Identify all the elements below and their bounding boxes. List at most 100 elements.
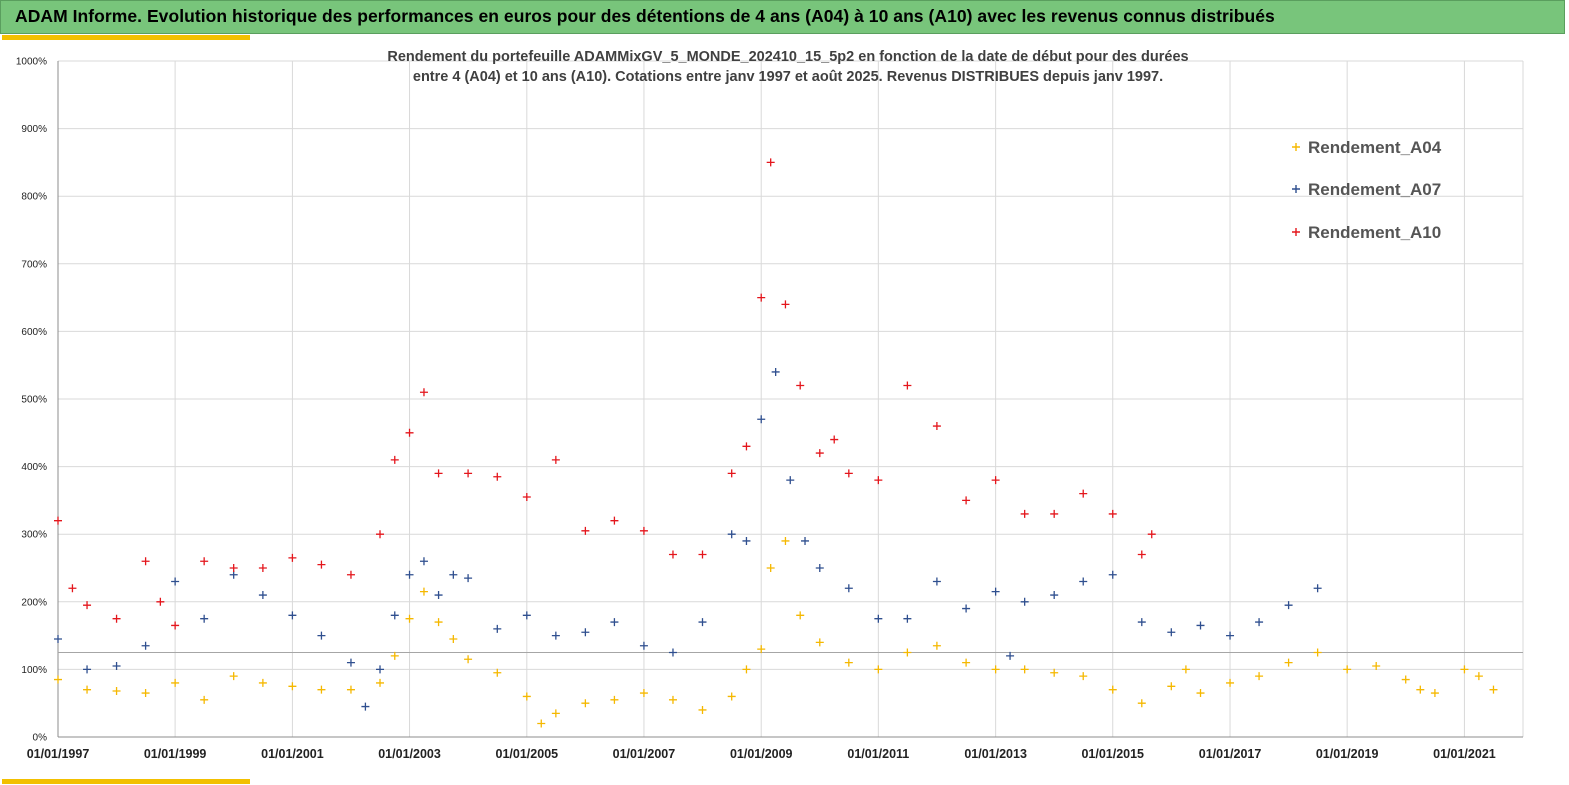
- data-point: [698, 705, 707, 714]
- data-point: [830, 435, 839, 444]
- data-point: [815, 449, 824, 458]
- accent-bar-top: [2, 35, 250, 40]
- data-point: [112, 614, 121, 623]
- data-point: [361, 702, 370, 711]
- data-point: [493, 668, 502, 677]
- data-point: [390, 455, 399, 464]
- data-point: [962, 496, 971, 505]
- data-point: [1108, 685, 1117, 694]
- data-point: [229, 564, 238, 572]
- data-point: [1050, 509, 1059, 518]
- data-point: [464, 655, 473, 664]
- data-point: [83, 665, 92, 674]
- data-point: [962, 604, 971, 613]
- data-point: [522, 493, 531, 502]
- data-point: [288, 553, 297, 562]
- data-point: [903, 381, 912, 390]
- data-point: [962, 658, 971, 667]
- x-tick-label: 01/01/2015: [1081, 747, 1144, 761]
- data-point: [1020, 597, 1029, 606]
- data-point: [229, 570, 238, 579]
- series-1: [54, 536, 1498, 728]
- data-point: [376, 678, 385, 687]
- data-point: [727, 469, 736, 478]
- data-point: [757, 293, 766, 302]
- y-tick-label: 800%: [21, 192, 47, 203]
- data-point: [801, 536, 810, 545]
- data-point: [522, 611, 531, 620]
- data-point: [229, 672, 238, 681]
- data-point: [83, 685, 92, 694]
- chart-title-line-2: entre 4 (A04) et 10 ans (A10). Cotations…: [413, 69, 1163, 85]
- data-point: [1050, 668, 1059, 677]
- data-point: [200, 614, 209, 623]
- data-point: [932, 422, 941, 431]
- chart-title: Rendement du portefeuille ADAMMixGV_5_MO…: [387, 49, 1188, 85]
- data-point: [1313, 648, 1322, 657]
- data-point: [1020, 665, 1029, 674]
- data-point: [796, 381, 805, 390]
- x-tick-label: 01/01/2001: [261, 747, 324, 761]
- data-point: [493, 472, 502, 481]
- data-point: [903, 614, 912, 623]
- data-point: [1196, 689, 1205, 698]
- data-point: [405, 428, 414, 437]
- y-tick-label: 300%: [21, 530, 47, 541]
- data-point: [932, 641, 941, 650]
- grid: [57, 60, 1524, 738]
- data-point: [288, 611, 297, 620]
- data-point: [844, 584, 853, 593]
- data-point: [1460, 665, 1469, 674]
- data-point: [581, 628, 590, 637]
- data-point: [171, 678, 180, 687]
- data-point: [874, 614, 883, 623]
- data-point: [1137, 550, 1146, 559]
- data-point: [112, 662, 121, 671]
- x-tick-label: 01/01/1999: [144, 747, 207, 761]
- data-point: [1255, 672, 1264, 681]
- legend: Rendement_A04 Rendement_A07 Rendement_A10: [1292, 138, 1442, 242]
- data-point: [1181, 665, 1190, 674]
- data-point: [141, 689, 150, 698]
- data-point: [54, 516, 62, 525]
- legend-label: Rendement_A07: [1308, 180, 1441, 199]
- data-point: [1416, 685, 1425, 694]
- legend-label: Rendement_A04: [1308, 138, 1442, 157]
- data-point: [1401, 675, 1410, 684]
- data-point: [1167, 682, 1176, 691]
- data-point: [781, 536, 790, 545]
- data-point: [171, 577, 180, 586]
- data-point: [727, 530, 736, 539]
- chart-title-line-1: Rendement du portefeuille ADAMMixGV_5_MO…: [387, 49, 1188, 65]
- accent-bar-bottom: [2, 779, 250, 784]
- data-point: [258, 564, 267, 572]
- data-point: [581, 699, 590, 708]
- data-point: [464, 469, 473, 478]
- data-point: [1196, 621, 1205, 630]
- data-point: [1372, 662, 1381, 671]
- data-point: [771, 367, 780, 376]
- y-tick-label: 900%: [21, 124, 47, 135]
- data-point: [1489, 685, 1498, 694]
- data-points: [54, 158, 1498, 728]
- data-point: [551, 631, 560, 640]
- data-point: [815, 638, 824, 647]
- data-point: [698, 550, 707, 559]
- data-point: [551, 455, 560, 464]
- data-point: [1430, 689, 1439, 698]
- data-point: [727, 692, 736, 701]
- x-tick-label: 01/01/2019: [1316, 747, 1379, 761]
- y-tick-label: 700%: [21, 259, 47, 270]
- data-point: [781, 300, 790, 309]
- data-point: [317, 685, 326, 694]
- data-point: [742, 665, 751, 674]
- data-point: [449, 570, 458, 579]
- data-point: [156, 597, 165, 606]
- data-point: [1474, 672, 1483, 681]
- data-point: [419, 388, 428, 397]
- data-point: [1226, 631, 1235, 640]
- x-tick-label: 01/01/2011: [847, 747, 909, 761]
- legend-marker: [1292, 185, 1300, 193]
